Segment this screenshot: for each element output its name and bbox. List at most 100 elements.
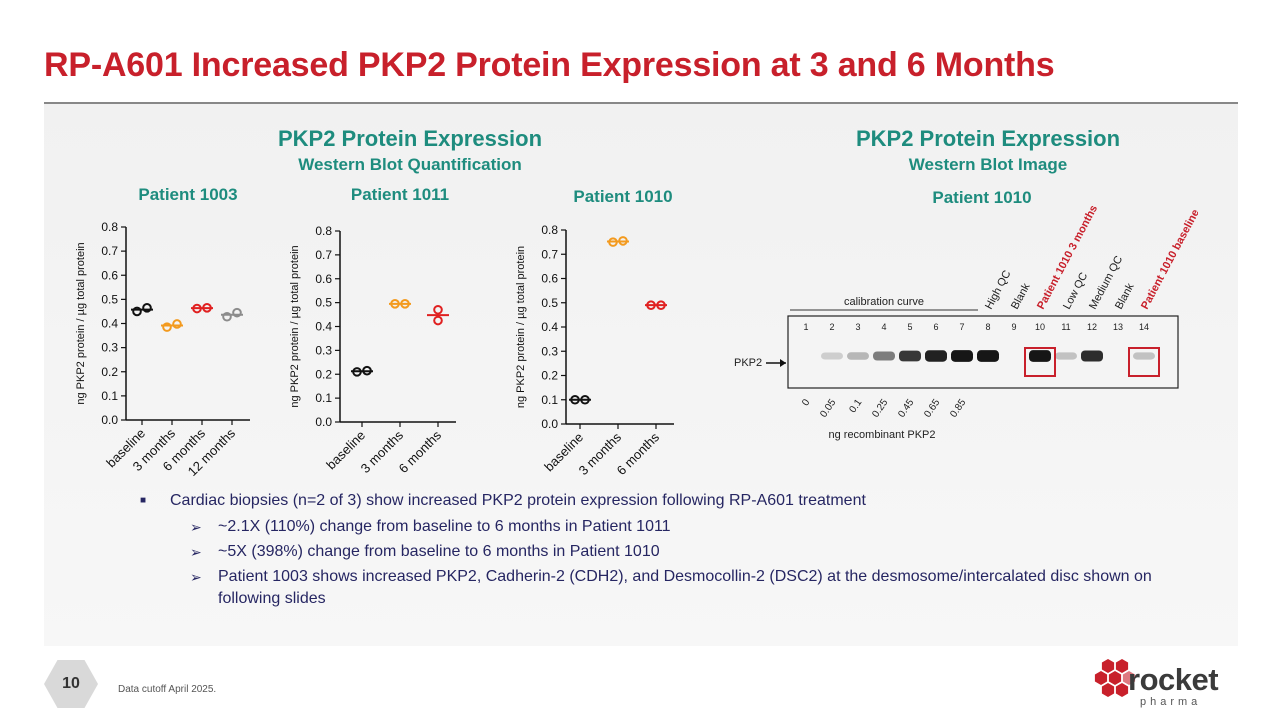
bullet-sub-text: ~2.1X (110%) change from baseline to 6 m… bbox=[218, 518, 671, 535]
concentration-label: 0.45 bbox=[896, 397, 916, 420]
logo-hexagon bbox=[1115, 659, 1129, 673]
y-tick-label: 0.0 bbox=[315, 415, 332, 429]
y-tick-label: 0.5 bbox=[101, 292, 118, 306]
lane-number: 11 bbox=[1061, 322, 1070, 332]
data-point bbox=[570, 394, 580, 405]
y-tick-label: 0.0 bbox=[101, 413, 118, 427]
band-arrowhead-icon bbox=[780, 359, 786, 367]
y-tick-label: 0.8 bbox=[315, 224, 332, 238]
concentration-label: 0.25 bbox=[870, 397, 890, 420]
square-bullet-icon: ■ bbox=[140, 495, 147, 506]
highlight-box bbox=[1024, 347, 1056, 377]
data-point bbox=[162, 322, 172, 332]
lane-number: 9 bbox=[1011, 322, 1016, 332]
bullet-sub-3: ➢ Patient 1003 shows increased PKP2, Cadh… bbox=[140, 566, 1200, 610]
page-number: 10 bbox=[44, 660, 98, 708]
blot-x-label: ng recombinant PKP2 bbox=[828, 429, 935, 441]
lane-label: Low QC bbox=[1061, 271, 1090, 312]
protein-band bbox=[1029, 350, 1051, 362]
y-tick-label: 0.4 bbox=[541, 320, 558, 334]
concentration-label: 0.85 bbox=[948, 397, 968, 420]
data-point bbox=[172, 319, 182, 329]
chart-patient-1010: 0.0 0.1 0.2 0.3 0.4 0.5 0.6 0.7 0.8 ng PKP2 prote… bbox=[515, 223, 674, 478]
y-tick-label: 0.2 bbox=[315, 367, 332, 381]
data-cutoff-note: Data cutoff April 2025. bbox=[118, 684, 217, 695]
data-point bbox=[433, 304, 443, 315]
arrow-bullet-icon: ➢ bbox=[190, 569, 202, 585]
protein-band bbox=[1081, 350, 1103, 362]
y-tick-label: 0.8 bbox=[541, 223, 558, 237]
bullet-sub-2: ➢ ~5X (398%) change from baseline to 6 mo… bbox=[140, 541, 1200, 563]
y-tick-label: 0.8 bbox=[101, 220, 118, 234]
lane-label: Blank bbox=[1009, 281, 1033, 311]
data-point bbox=[192, 303, 202, 314]
logo-hexagon bbox=[1122, 671, 1136, 685]
left-section-title: PKP2 Protein Expression bbox=[277, 126, 543, 151]
bullet-main: ■ Cardiac biopsies (n=2 of 3) show increa… bbox=[140, 490, 1200, 512]
data-point bbox=[608, 237, 618, 247]
data-point bbox=[222, 311, 232, 322]
bullet-list: ■ Cardiac biopsies (n=2 of 3) show increa… bbox=[140, 490, 1200, 613]
lane-number: 8 bbox=[985, 322, 990, 332]
blot-patient-label: Patient 1010 bbox=[932, 188, 1032, 207]
bullet-sub-text: Patient 1003 shows increased PKP2, Cadhe… bbox=[218, 568, 1152, 607]
left-section-subtitle: Western Blot Quantification bbox=[298, 155, 522, 174]
hexagon-logo-icon bbox=[1094, 659, 1136, 697]
y-tick-label: 0.5 bbox=[541, 296, 558, 310]
y-tick-label: 0.7 bbox=[315, 248, 332, 262]
lane-number: 13 bbox=[1113, 322, 1123, 332]
y-axis-label: ng PKP2 protein / µg total protein bbox=[515, 246, 527, 408]
y-tick-label: 0.3 bbox=[101, 341, 118, 355]
protein-band bbox=[1055, 352, 1077, 360]
y-axis-label: ng PKP2 protein / µg total protein bbox=[289, 245, 301, 407]
data-point bbox=[232, 307, 242, 318]
company-logo: rocket pharma bbox=[1092, 654, 1232, 714]
data-point bbox=[400, 299, 410, 309]
y-tick-label: 0.1 bbox=[101, 389, 118, 403]
protein-band bbox=[873, 351, 895, 361]
arrow-bullet-icon: ➢ bbox=[190, 544, 202, 560]
bullet-main-text: Cardiac biopsies (n=2 of 3) show increas… bbox=[170, 492, 866, 509]
arrow-bullet-icon: ➢ bbox=[190, 519, 202, 535]
right-section-subtitle: Western Blot Image bbox=[908, 155, 1068, 174]
lane-number: 3 bbox=[855, 322, 860, 332]
data-point bbox=[580, 394, 590, 405]
concentration-label: 0.65 bbox=[922, 397, 942, 420]
logo-word: rocket bbox=[1128, 662, 1219, 697]
data-point bbox=[433, 315, 443, 326]
y-tick-label: 0.6 bbox=[541, 272, 558, 286]
lane-number: 10 bbox=[1035, 322, 1045, 332]
band-label: PKP2 bbox=[734, 357, 762, 369]
y-tick-label: 0.7 bbox=[541, 247, 558, 261]
data-point bbox=[132, 306, 142, 317]
concentration-label: 0.1 bbox=[847, 397, 864, 415]
protein-band bbox=[821, 352, 843, 360]
y-tick-label: 0.1 bbox=[315, 391, 332, 405]
y-tick-label: 0.4 bbox=[315, 320, 332, 334]
logo-hexagon bbox=[1094, 671, 1108, 685]
y-tick-label: 0.1 bbox=[541, 393, 558, 407]
y-tick-label: 0.6 bbox=[315, 272, 332, 286]
y-tick-label: 0.3 bbox=[315, 343, 332, 357]
logo-hexagon bbox=[1101, 659, 1115, 673]
chart-title-1010: Patient 1010 bbox=[573, 187, 673, 206]
data-point bbox=[202, 303, 212, 313]
protein-band bbox=[899, 350, 921, 362]
chart-title-1011: Patient 1011 bbox=[350, 185, 450, 204]
y-tick-label: 0.5 bbox=[315, 296, 332, 310]
protein-band bbox=[1133, 352, 1155, 360]
x-tick-label: 6 months bbox=[396, 427, 445, 476]
concentration-label: 0.05 bbox=[818, 397, 838, 420]
y-tick-label: 0.2 bbox=[541, 369, 558, 383]
y-tick-label: 0.6 bbox=[101, 268, 118, 282]
lane-number: 12 bbox=[1087, 322, 1097, 332]
protein-band bbox=[925, 350, 947, 362]
chart-patient-1003: 0.0 0.1 0.2 0.3 0.4 0.5 0.6 0.7 0.8 ng PKP2 prote… bbox=[75, 220, 250, 479]
chart-title-1003: Patient 1003 bbox=[138, 185, 238, 204]
lane-number: 2 bbox=[829, 322, 834, 332]
slide-title: RP-A601 Increased PKP2 Protein Expressio… bbox=[44, 46, 1055, 84]
logo-hexagon bbox=[1115, 683, 1129, 697]
data-point bbox=[390, 299, 400, 309]
lane-label: Blank bbox=[1113, 281, 1137, 311]
